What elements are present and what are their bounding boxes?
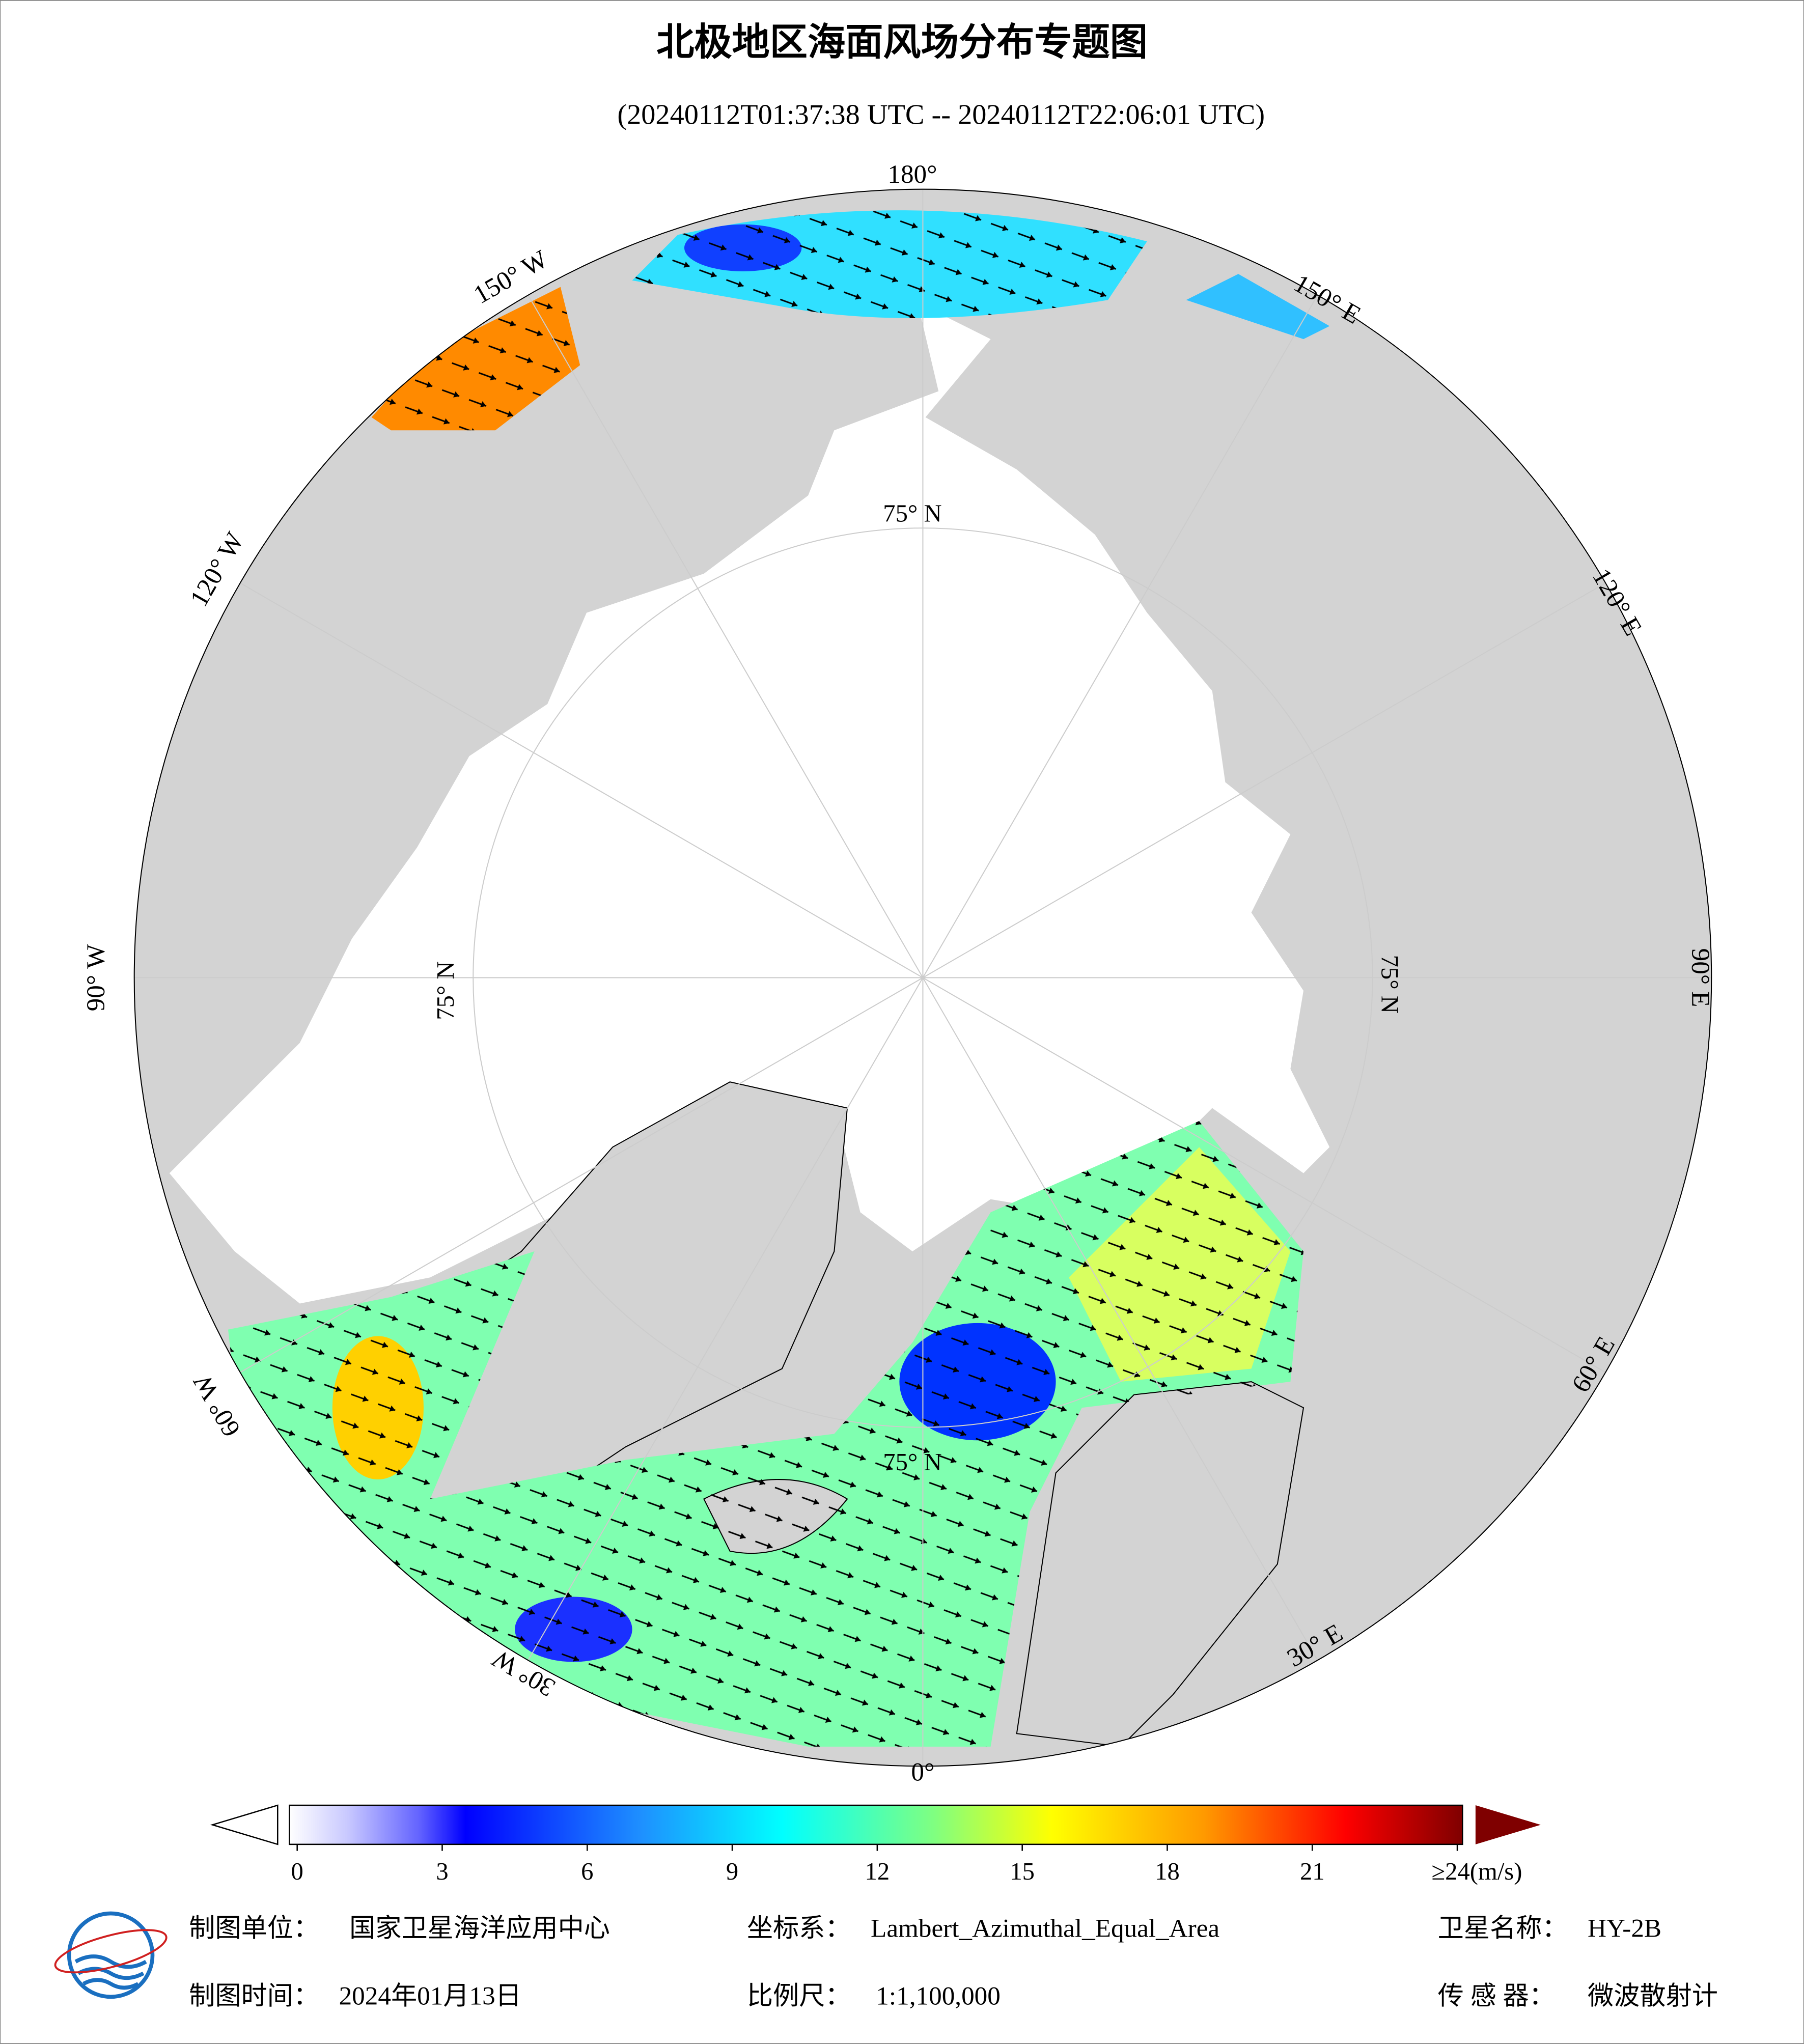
projection: Lambert_Azimuthal_Equal_Area [871, 1914, 1219, 1943]
lat-label: 75° N [883, 1448, 941, 1476]
colorbar: 0 3 6 9 12 15 18 21 ≥24(m/s) [210, 1804, 1541, 1885]
lon-label: 90° E [1686, 948, 1715, 1007]
producer: 国家卫星海洋应用中心 [349, 1914, 610, 1943]
title: 北极地区海面风场分布专题图 [656, 22, 1148, 64]
colorbar-tick-label: 21 [1300, 1858, 1325, 1885]
producer-label: 制图单位： [189, 1914, 319, 1943]
subtitle: (20240112T01:37:38 UTC -- 20240112T22:06… [617, 99, 1265, 131]
colorbar-tick-label: 15 [1010, 1858, 1035, 1885]
sensor-label: 传 感 器： [1438, 1982, 1555, 2011]
projection-label: 坐标系： [747, 1914, 851, 1943]
colorbar-tick-label: 12 [865, 1858, 890, 1885]
colorbar-tick-label: 6 [581, 1858, 593, 1885]
sensor: 微波散射计 [1588, 1982, 1718, 2011]
sea-ice [169, 261, 1330, 1304]
date-label: 制图时间： [189, 1982, 319, 2011]
colorbar-bar [289, 1804, 1463, 1845]
scale-label: 比例尺： [747, 1982, 851, 2011]
wind-arrows [228, 210, 1303, 1747]
colorbar-tick-label: 18 [1155, 1858, 1180, 1885]
scandinavia [1016, 1381, 1305, 1747]
satellite: HY-2B [1588, 1914, 1661, 1943]
scale: 1:1,100,000 [876, 1982, 1001, 2011]
graticule [134, 189, 1712, 1767]
map-border [133, 188, 1712, 1767]
colorbar-tick-label: 3 [436, 1858, 448, 1885]
footer: 制图单位： 国家卫星海洋应用中心 制图时间： 2024年01月13日 坐标系： … [189, 1914, 1718, 2011]
lat-label: 75° N [1376, 955, 1404, 1014]
map [134, 189, 1712, 1767]
colorbar-tick-label: 9 [726, 1858, 738, 1885]
logo [54, 1911, 168, 1999]
satellite-label: 卫星名称： [1438, 1914, 1568, 1943]
lon-label: 180° [887, 160, 937, 189]
wind-field-east [1186, 274, 1330, 340]
lon-label: 90° W [81, 944, 110, 1012]
latitude-labels: 75° N 75° N 75° N 75° N [432, 499, 1404, 1476]
colorbar-tick-label: 0 [291, 1858, 303, 1885]
lat-label: 75° N [432, 961, 459, 1020]
colorbar-max-arrow [1475, 1805, 1541, 1844]
colorbar-min-arrow [210, 1804, 279, 1845]
lon-label: 0° [911, 1757, 934, 1786]
date: 2024年01月13日 [339, 1982, 521, 2011]
lat-label: 75° N [883, 499, 941, 527]
colorbar-tick-label: ≥24(m/s) [1431, 1858, 1522, 1885]
